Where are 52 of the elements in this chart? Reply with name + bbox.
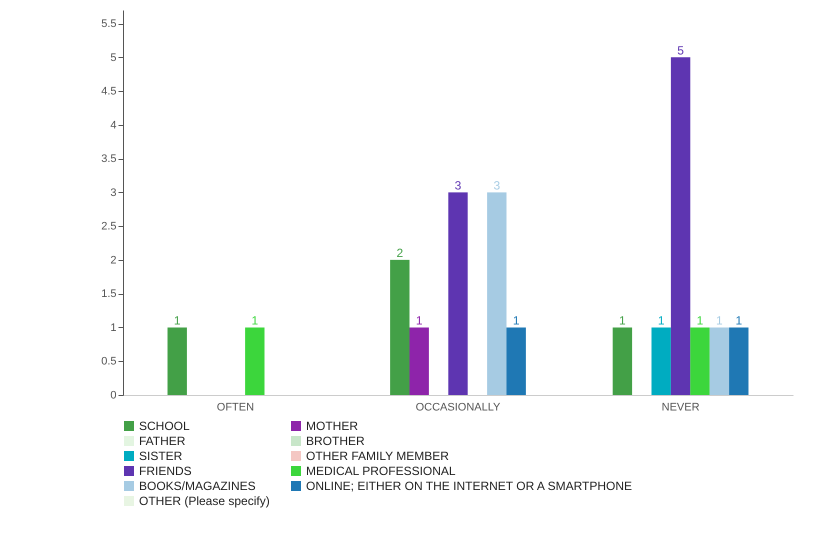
legend-label: SCHOOL	[139, 419, 190, 433]
bar	[390, 260, 410, 395]
bar	[410, 327, 429, 395]
y-tick-label: 1.5	[101, 288, 116, 300]
bar	[245, 327, 265, 395]
y-tick-label: 0	[110, 390, 116, 402]
bar	[448, 192, 468, 395]
bar	[168, 327, 187, 395]
bar	[670, 57, 690, 395]
y-tick-label: 0.5	[101, 356, 116, 368]
bar	[487, 192, 506, 395]
data-label: 1	[416, 313, 423, 328]
data-label: 1	[735, 313, 742, 328]
y-tick-label: 2	[110, 254, 116, 266]
data-label: 2	[396, 246, 404, 260]
legend-label: BOOKS/MAGAZINES	[139, 479, 256, 493]
bar	[710, 327, 730, 395]
y-tick-label: 5	[110, 52, 116, 64]
bar	[506, 327, 526, 395]
x-tick-label: OFTEN	[216, 402, 254, 414]
bar	[729, 327, 748, 395]
legend-label: OTHER (Please specify)	[139, 494, 270, 508]
y-tick-label: 3.5	[101, 153, 116, 166]
y-tick-label: 5.5	[101, 18, 116, 30]
x-tick-label: OCCASIONALLY	[416, 402, 502, 414]
legend-label: FATHER	[139, 434, 186, 448]
bar	[690, 327, 710, 395]
legend-label: FRIENDS	[139, 464, 192, 478]
data-label: 1	[619, 313, 626, 328]
data-label: 1	[658, 313, 665, 328]
legend-label: OTHER FAMILY MEMBER	[306, 449, 450, 463]
y-tick-label: 4.5	[101, 86, 116, 98]
legend-label: MEDICAL PROFESSIONAL	[306, 464, 456, 478]
data-label: 1	[512, 313, 520, 328]
data-label: 1	[251, 313, 258, 328]
bar	[651, 327, 671, 395]
data-label: 3	[493, 178, 500, 192]
legend-label: BROTHER	[306, 434, 366, 448]
data-label: 3	[454, 178, 462, 192]
data-label: 1	[174, 313, 181, 328]
data-label: 1	[696, 313, 704, 328]
x-tick-label: NEVER	[662, 402, 700, 414]
bar	[612, 327, 632, 395]
y-tick-label: 3	[110, 186, 116, 199]
legend-label: ONLINE; EITHER ON THE INTERNET OR A SMARTPHONE	[306, 479, 632, 493]
legend-label: SISTER	[139, 449, 183, 463]
y-tick-label: 2.5	[101, 220, 116, 233]
data-label: 1	[716, 313, 724, 328]
y-tick-label: 4	[110, 119, 116, 132]
legend-label: MOTHER	[306, 419, 358, 433]
y-tick-label: 1	[110, 322, 116, 334]
data-label: 5	[677, 43, 684, 58]
